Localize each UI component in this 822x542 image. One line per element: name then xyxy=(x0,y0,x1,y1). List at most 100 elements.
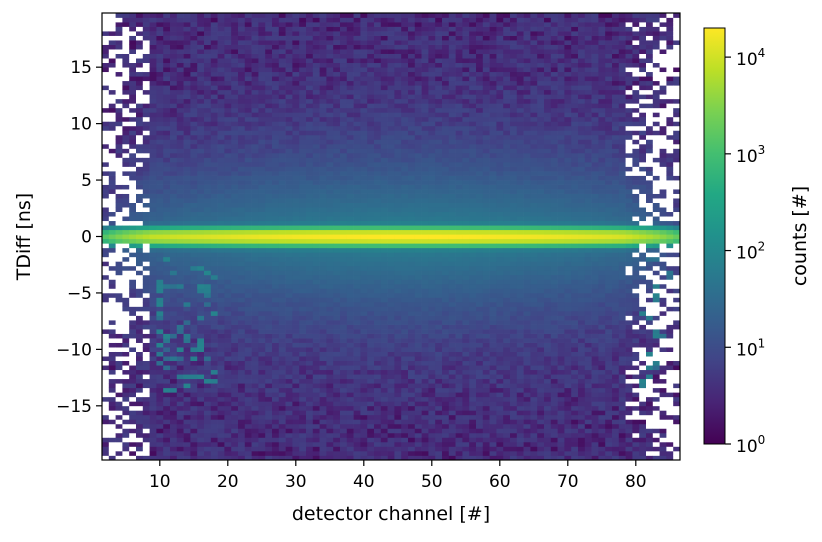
heatmap-cell xyxy=(102,103,110,109)
heatmap-cell xyxy=(306,374,314,380)
heatmap-cell xyxy=(278,229,286,235)
heatmap-cell xyxy=(326,256,334,262)
heatmap-cell xyxy=(394,166,402,172)
heatmap-cell xyxy=(142,107,150,113)
heatmap-cell xyxy=(102,229,110,235)
heatmap-cell xyxy=(238,410,246,416)
heatmap-cell xyxy=(319,112,327,118)
heatmap-cell xyxy=(278,455,286,460)
heatmap-cell xyxy=(292,292,300,298)
heatmap-cell xyxy=(197,121,205,127)
heatmap-cell xyxy=(312,58,320,64)
heatmap-cell xyxy=(346,238,354,244)
heatmap-cell xyxy=(108,356,116,362)
heatmap-cell xyxy=(244,428,252,434)
heatmap-cell xyxy=(380,387,388,393)
heatmap-cell xyxy=(149,67,157,73)
heatmap-cell xyxy=(142,234,150,240)
heatmap-cell xyxy=(238,419,246,425)
heatmap-cell xyxy=(428,378,436,384)
heatmap-cell xyxy=(217,315,225,321)
heatmap-cell xyxy=(312,49,320,54)
heatmap-cell xyxy=(421,279,429,285)
heatmap-cell xyxy=(183,414,191,420)
heatmap-cell xyxy=(258,369,266,375)
heatmap-cell xyxy=(258,143,266,149)
heatmap-cell xyxy=(251,428,259,434)
heatmap-cell xyxy=(346,301,354,307)
heatmap-cell xyxy=(122,89,130,95)
heatmap-cell xyxy=(394,148,402,154)
heatmap-cell xyxy=(326,180,334,185)
heatmap-cell xyxy=(374,374,382,380)
heatmap-cell xyxy=(374,225,382,231)
heatmap-cell xyxy=(238,405,246,411)
heatmap-cell xyxy=(217,252,225,258)
heatmap-cell xyxy=(374,320,382,325)
heatmap-cell xyxy=(346,279,354,285)
heatmap-cell xyxy=(353,62,361,68)
heatmap-cell xyxy=(210,432,218,438)
heatmap-cell xyxy=(353,171,361,176)
heatmap-cell xyxy=(333,261,341,267)
heatmap-cell xyxy=(333,365,341,371)
heatmap-cell xyxy=(115,347,123,352)
heatmap-cell xyxy=(394,247,402,253)
heatmap-cell xyxy=(401,26,409,32)
heatmap-cell xyxy=(346,324,354,330)
heatmap-cell xyxy=(115,166,123,172)
heatmap-cell xyxy=(224,44,232,50)
heatmap-cell xyxy=(421,130,429,136)
heatmap-cell xyxy=(340,171,348,176)
heatmap-cell xyxy=(401,49,409,54)
heatmap-cell xyxy=(108,62,116,68)
heatmap-cell xyxy=(204,189,212,194)
heatmap-cell xyxy=(414,121,422,127)
heatmap-cell xyxy=(244,44,252,50)
heatmap-cell xyxy=(115,162,123,167)
heatmap-cell xyxy=(333,207,341,213)
heatmap-cell xyxy=(183,247,191,253)
heatmap-cell xyxy=(401,175,409,181)
heatmap-cell xyxy=(163,229,171,235)
heatmap-cell xyxy=(108,329,116,334)
heatmap-cell xyxy=(102,22,110,27)
heatmap-cell xyxy=(183,234,191,240)
heatmap-cell xyxy=(183,180,191,185)
heatmap-cell xyxy=(163,247,171,253)
heatmap-cell xyxy=(333,49,341,54)
heatmap-cell xyxy=(408,274,416,280)
heatmap-cell xyxy=(401,67,409,73)
heatmap-cell xyxy=(319,283,327,289)
heatmap-cell xyxy=(108,351,116,357)
heatmap-cell xyxy=(299,405,307,411)
heatmap-cell xyxy=(387,49,395,54)
heatmap-cell xyxy=(224,189,232,194)
heatmap-cell xyxy=(244,225,252,231)
heatmap-cell xyxy=(380,130,388,136)
heatmap-cell xyxy=(258,392,266,398)
heatmap-cell xyxy=(428,143,436,149)
heatmap-cell xyxy=(217,356,225,362)
heatmap-cell xyxy=(367,410,375,416)
heatmap-cell xyxy=(224,40,232,45)
heatmap-cell xyxy=(204,229,212,235)
heatmap-cell xyxy=(190,360,198,366)
heatmap-cell xyxy=(156,374,164,380)
heatmap-cell xyxy=(204,374,212,380)
heatmap-cell xyxy=(238,67,246,73)
heatmap-cell xyxy=(265,94,273,100)
heatmap-cell xyxy=(170,162,178,167)
heatmap-cell xyxy=(292,180,300,185)
heatmap-cell xyxy=(326,428,334,434)
heatmap-cell xyxy=(299,162,307,167)
heatmap-cell xyxy=(183,374,191,380)
heatmap-cell xyxy=(360,238,368,244)
heatmap-cell xyxy=(353,437,361,443)
heatmap-cell xyxy=(333,428,341,434)
heatmap-cell xyxy=(353,40,361,45)
heatmap-cell xyxy=(156,67,164,73)
heatmap-cell xyxy=(408,17,416,23)
heatmap-cell xyxy=(108,112,116,118)
heatmap-cell xyxy=(108,265,116,271)
